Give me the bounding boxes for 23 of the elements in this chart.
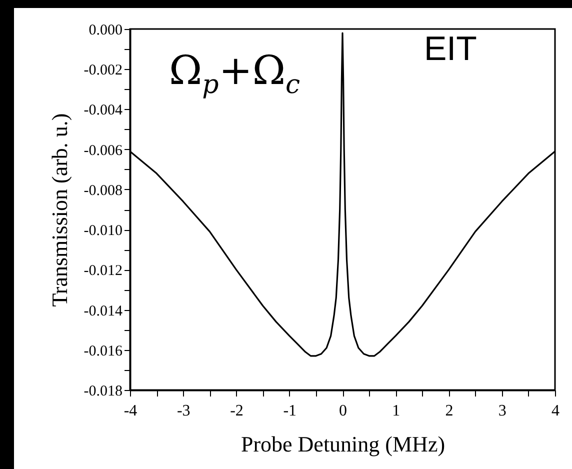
- y-tick-label: -0.008: [84, 182, 122, 199]
- x-tick-label: -1: [283, 402, 297, 420]
- x-tick-label: 1: [392, 402, 400, 420]
- x-tick-label: -2: [230, 402, 244, 420]
- y-tick-label: -0.006: [84, 142, 123, 159]
- y-tick-label: -0.018: [84, 384, 122, 400]
- y-tick-label: -0.012: [84, 263, 122, 280]
- x-tick-label: 3: [498, 402, 506, 420]
- x-tick-label: -4: [124, 402, 138, 420]
- y-tick-label: -0.010: [84, 223, 122, 240]
- x-tick-label: 0: [339, 402, 347, 420]
- x-tick-label: 4: [552, 402, 560, 420]
- y-tick-label: -0.004: [84, 102, 123, 119]
- y-tick-label: 0.000: [88, 22, 122, 38]
- y-tick-label: -0.014: [84, 303, 123, 320]
- y-tick-label: -0.016: [84, 343, 123, 360]
- x-tick-label: 2: [445, 402, 454, 420]
- y-tick-label: -0.002: [84, 62, 122, 79]
- annotation: Ω$_{p}$+Ω$_{c}$: [169, 48, 300, 100]
- x-tick-label: -3: [176, 402, 190, 420]
- y-axis-title: Transmission (arb. u.): [46, 113, 72, 307]
- x-axis-title: Probe Detuning (MHz): [240, 432, 446, 456]
- annotation: EIT: [424, 30, 477, 69]
